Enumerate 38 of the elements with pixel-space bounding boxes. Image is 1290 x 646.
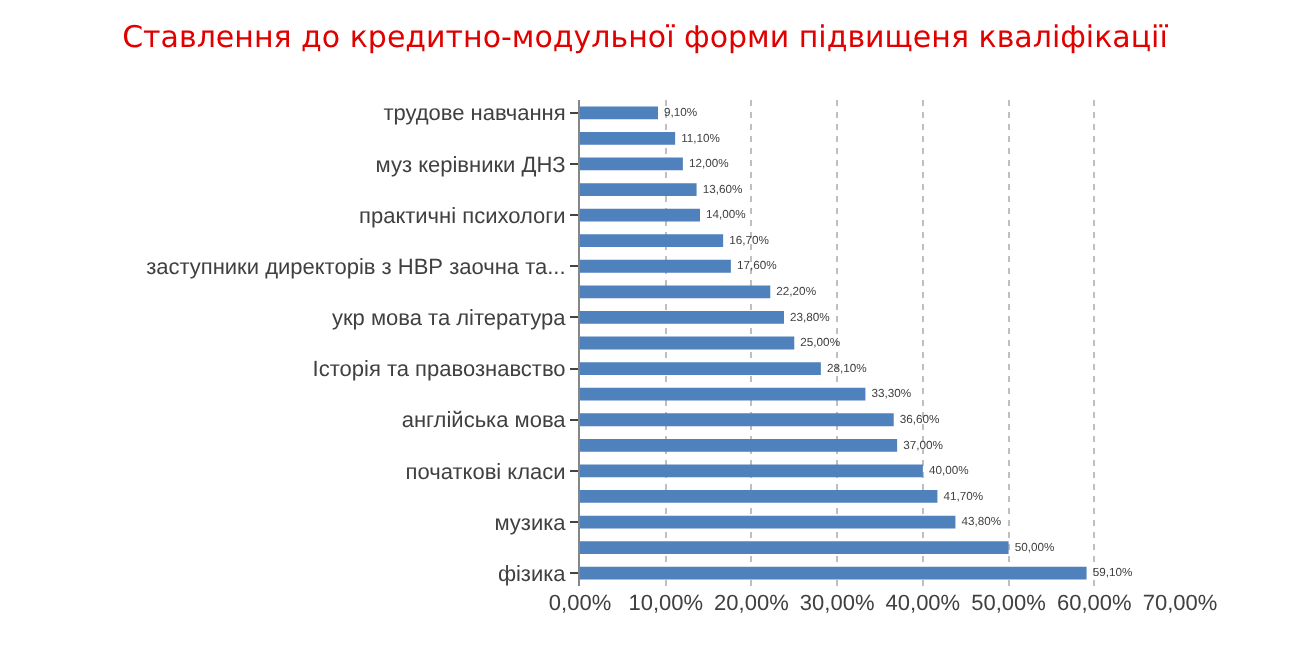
bar [580, 413, 894, 427]
bar [580, 464, 923, 478]
bar [580, 208, 700, 222]
bar [580, 336, 795, 350]
bar [580, 106, 658, 120]
bar [580, 157, 683, 171]
x-tick-label: 60,00% [1056, 592, 1133, 616]
bar [580, 438, 898, 452]
bar [580, 259, 731, 273]
bar [580, 515, 956, 529]
bar [580, 566, 1087, 580]
y-tick-label: фізика [497, 562, 568, 587]
y-tick-label: початкові класи [405, 460, 566, 485]
y-tick-label: муз керівники ДНЗ [375, 153, 567, 178]
bar [580, 490, 938, 503]
bar [580, 234, 724, 248]
x-tick-label: 50,00% [971, 592, 1047, 616]
x-tick-label: 20,00% [714, 592, 790, 616]
bar [580, 311, 784, 324]
y-tick-label: укр мова та література [331, 307, 568, 332]
x-tick-label: 30,00% [799, 592, 875, 616]
y-tick-label: трудове навчання [383, 102, 566, 127]
x-tick-label: 70,00% [1142, 592, 1218, 616]
x-tick-label: 40,00% [885, 592, 961, 616]
bar [580, 362, 821, 375]
y-tick-label: практичні психологи [359, 204, 566, 229]
x-tick-label: 10,00% [628, 592, 704, 616]
chart-title: Ставлення до кредитно-модульної форми підвищеня кваліфікації [122, 18, 1170, 55]
bar [580, 131, 676, 145]
bar [580, 285, 771, 299]
bar [580, 541, 1009, 555]
bar [580, 183, 697, 196]
x-tick-label: 0,00% [548, 592, 612, 616]
y-tick-label: музика [494, 511, 568, 536]
y-tick-label: Історія та правознавство [312, 358, 566, 383]
bar [580, 387, 866, 401]
y-tick-label: заступники директорів з НВР заочна та... [146, 255, 566, 280]
y-tick-label: англійська мова [401, 409, 568, 434]
